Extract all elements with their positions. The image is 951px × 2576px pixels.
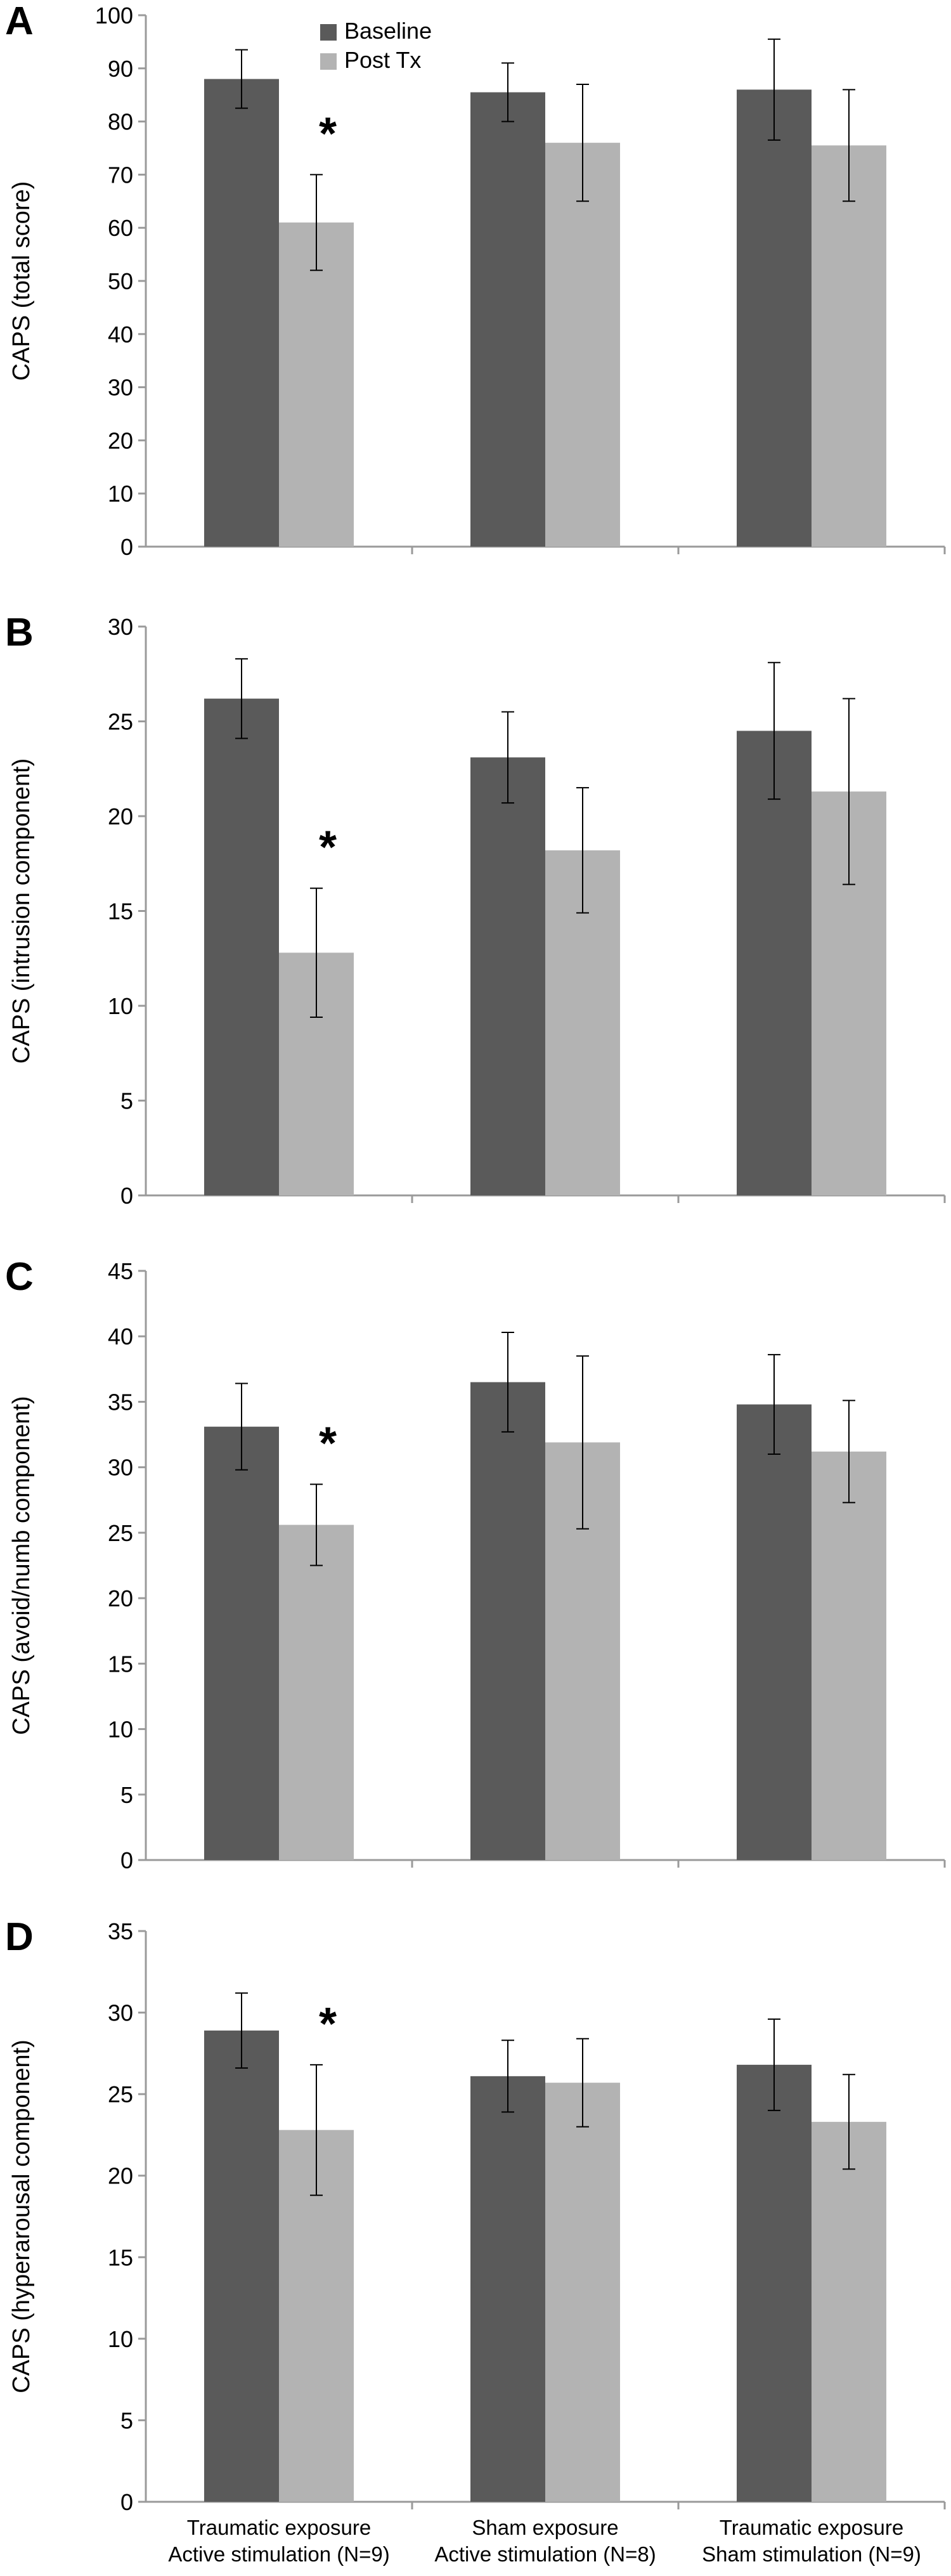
y-axis-title: CAPS (total score) [8,181,35,381]
y-tick-label: 20 [108,803,133,829]
panel-c: C 0 5 10 15 20 25 30 35 40 45 CAPS (avoid/numb comp… [5,1255,946,1873]
y-tick-label: 15 [108,1651,133,1677]
y-tick-label: 50 [108,268,133,294]
y-tick-label: 70 [108,162,133,188]
significance-star: * [319,823,337,873]
y-tick-label: 10 [108,1717,133,1743]
bar-baseline [470,757,545,1195]
bar-post-tx [279,1525,354,1860]
bar-baseline [737,1404,812,1860]
significance-star: * [319,108,337,159]
y-tick-label: 35 [108,1918,133,1944]
y-tick-label: 25 [108,709,133,735]
legend-label: Baseline [344,18,432,44]
bar-baseline [470,92,545,547]
significance-star: * [319,1419,337,1469]
y-tick-label: 40 [108,322,133,348]
y-tick-label: 0 [120,2489,133,2515]
panel-d: D 0 5 10 15 20 25 30 35 CAPS (hyperarousal compon… [5,1915,946,2515]
y-tick-label: 90 [108,56,133,82]
y-tick-label: 10 [108,2326,133,2352]
y-tick-label: 80 [108,109,133,135]
y-tick-label: 60 [108,215,133,241]
y-tick-label: 25 [108,2081,133,2107]
bar-post-tx [545,143,620,547]
legend-swatch-post-tx [320,53,337,70]
bar-baseline [204,2030,279,2502]
y-axis-title: CAPS (intrusion component) [8,758,35,1064]
y-tick-label: 0 [120,534,133,560]
significance-star: * [319,1999,337,2050]
y-tick-label: 40 [108,1324,133,1350]
y-tick-label: 100 [95,3,133,29]
y-tick-label: 45 [108,1258,133,1284]
bar-post-tx [812,145,886,547]
x-category-label: Sham stimulation (N=9) [702,2542,921,2566]
y-tick-label: 25 [108,1520,133,1546]
y-tick-label: 10 [108,481,133,507]
y-tick-label: 5 [120,1088,133,1114]
panel-a: A 0 10 20 30 40 50 60 70 80 90 100 CAPS (total score… [5,0,946,560]
y-tick-label: 30 [108,375,133,401]
legend-swatch-baseline [320,24,337,41]
bar-post-tx [545,2083,620,2502]
y-tick-label: 30 [108,614,133,640]
y-tick-label: 30 [108,1455,133,1481]
bar-post-tx [279,222,354,547]
y-tick-label: 30 [108,2000,133,2026]
y-tick-label: 0 [120,1847,133,1873]
bar-baseline [737,89,812,547]
y-tick-label: 5 [120,2407,133,2433]
panel-letter: C [5,1255,34,1299]
y-tick-label: 20 [108,2163,133,2189]
y-tick-label: 20 [108,427,133,453]
bar-baseline [737,2064,812,2502]
bar-baseline [204,1426,279,1860]
x-category-label: Traumatic exposure [187,2516,371,2539]
bar-baseline [470,1382,545,1860]
y-tick-label: 15 [108,2244,133,2270]
x-category-label: Traumatic exposure [720,2516,903,2539]
y-tick-label: 0 [120,1183,133,1209]
panel-letter: A [5,0,34,43]
panel-letter: D [5,1915,34,1959]
bar-post-tx [812,2121,886,2502]
x-category-label: Sham exposure [472,2516,618,2539]
y-tick-label: 15 [108,899,133,925]
y-tick-label: 20 [108,1585,133,1611]
x-category-label: Active stimulation (N=8) [434,2542,656,2566]
y-tick-label: 35 [108,1389,133,1415]
y-tick-label: 5 [120,1782,133,1808]
bar-baseline [204,698,279,1195]
bar-baseline [204,79,279,547]
legend-label: Post Tx [344,47,421,73]
panel-b: B 0 5 10 15 20 25 30 CAPS (intrusion component) * [5,611,946,1209]
y-axis-title: CAPS (avoid/numb component) [8,1396,35,1734]
bar-baseline [737,731,812,1195]
bar-baseline [470,2076,545,2502]
y-tick-label: 10 [108,993,133,1019]
x-category-label: Active stimulation (N=9) [168,2542,389,2566]
y-axis-title: CAPS (hyperarousal component) [8,2039,35,2393]
bar-post-tx [812,1451,886,1860]
panel-letter: B [5,611,34,654]
